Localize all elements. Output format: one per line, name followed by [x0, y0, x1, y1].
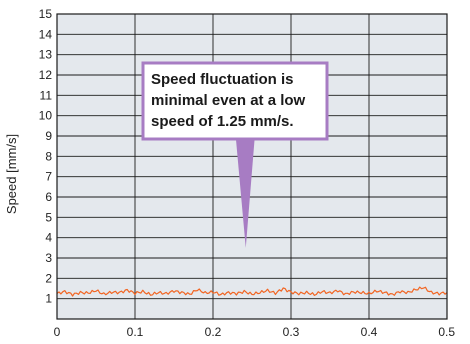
- y-tick-label-3: 3: [45, 251, 52, 265]
- y-tick-label-6: 6: [45, 190, 52, 204]
- series-line-0: [56, 286, 448, 297]
- y-tick-label-10: 10: [39, 109, 53, 123]
- y-tick-label-5: 5: [45, 210, 52, 224]
- callout-text-line-2: minimal even at a low: [151, 92, 306, 109]
- x-tick-label-0: 0: [54, 325, 61, 339]
- x-axis-ticks: 0 0.1 0.2 0.3 0.4 0.5: [54, 325, 456, 339]
- y-tick-label-15: 15: [39, 7, 53, 21]
- y-axis-label: Speed [mm/s]: [4, 134, 19, 214]
- x-tick-label-1: 0.1: [127, 325, 144, 339]
- y-tick-label-1: 1: [45, 292, 52, 306]
- y-tick-label-7: 7: [45, 170, 52, 184]
- callout-box: [141, 61, 329, 141]
- callout-text-line-1: Speed fluctuation is: [151, 71, 294, 88]
- x-tick-label-3: 0.3: [283, 325, 300, 339]
- y-tick-label-8: 8: [45, 149, 52, 163]
- callout: Speed fluctuation is minimal even at a l…: [141, 61, 329, 248]
- y-tick-label-4: 4: [45, 231, 52, 245]
- plot-border: [56, 13, 448, 320]
- callout-text-line-3: speed of 1.25 mm/s.: [151, 113, 294, 130]
- callout-pointer: [235, 137, 255, 248]
- y-tick-label-11: 11: [40, 88, 53, 102]
- y-tick-label-14: 14: [39, 27, 53, 41]
- x-tick-label-4: 0.4: [361, 325, 378, 339]
- plot-frame: [56, 13, 448, 320]
- x-tick-label-5: 0.5: [438, 325, 455, 339]
- x-tick-label-2: 0.2: [205, 325, 222, 339]
- y-tick-label-2: 2: [45, 271, 52, 285]
- series-layer: [56, 286, 448, 297]
- y-tick-label-9: 9: [45, 129, 52, 143]
- y-tick-label-13: 13: [39, 48, 53, 62]
- y-tick-label-12: 12: [39, 68, 53, 82]
